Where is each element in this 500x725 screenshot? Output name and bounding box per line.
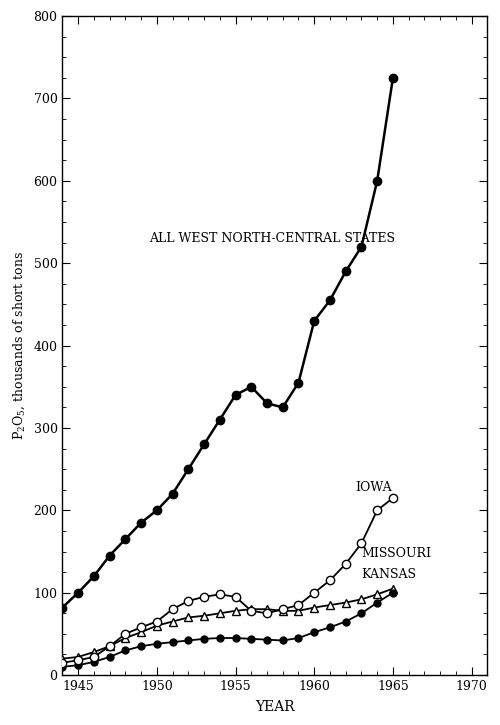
Text: IOWA: IOWA <box>355 481 392 494</box>
Text: ALL WEST NORTH-CENTRAL STATES: ALL WEST NORTH-CENTRAL STATES <box>149 232 395 245</box>
Y-axis label: $\mathregular{P_2O_5}$, thousands of short tons: $\mathregular{P_2O_5}$, thousands of sho… <box>11 251 26 440</box>
X-axis label: YEAR: YEAR <box>255 700 294 714</box>
Text: KANSAS: KANSAS <box>362 568 416 581</box>
Text: MISSOURI: MISSOURI <box>362 547 432 560</box>
